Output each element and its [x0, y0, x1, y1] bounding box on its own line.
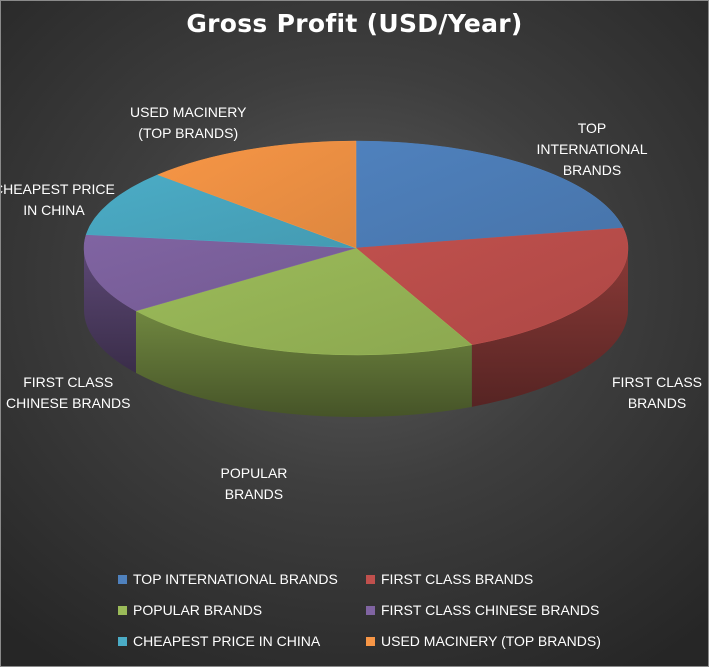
- legend-label-0: TOP INTERNATIONAL BRANDS: [133, 571, 338, 587]
- pie-slice-2: [135, 247, 473, 356]
- legend-swatch-1: [366, 574, 375, 584]
- pie-slice-4: [85, 174, 357, 249]
- pie-side-3: [84, 248, 136, 373]
- chart-title: Gross Profit (USD/Year): [186, 9, 523, 38]
- legend-item-2: POPULAR BRANDS: [118, 602, 262, 618]
- legend-item-4: CHEAPEST PRICE IN CHINA: [118, 633, 320, 649]
- legend-swatch-3: [366, 605, 375, 615]
- slice-label-2: POPULAR BRANDS: [220, 465, 288, 502]
- legend-item-0: TOP INTERNATIONAL BRANDS: [118, 571, 338, 587]
- pie-slice-1: [355, 227, 629, 346]
- legend-item-1: FIRST CLASS BRANDS: [366, 571, 533, 587]
- slice-label-4: CHEAPEST PRICE IN CHINA: [0, 181, 115, 218]
- pie-side-2: [135, 310, 472, 417]
- legend-item-3: FIRST CLASS CHINESE BRANDS: [366, 602, 599, 618]
- legend-label-3: FIRST CLASS CHINESE BRANDS: [381, 602, 600, 618]
- legend-label-4: CHEAPEST PRICE IN CHINA: [133, 633, 321, 649]
- slice-label-5: USED MACINERY (TOP BRANDS): [130, 104, 247, 141]
- slice-label-0: TOP INTERNATIONAL BRANDS: [536, 120, 648, 178]
- legend-label-1: FIRST CLASS BRANDS: [381, 571, 534, 587]
- legend-item-5: USED MACINERY (TOP BRANDS): [366, 633, 601, 649]
- legend-label-2: POPULAR BRANDS: [133, 602, 263, 618]
- slice-label-1: FIRST CLASS BRANDS: [612, 374, 702, 411]
- slice-label-3: FIRST CLASS CHINESE BRANDS: [6, 374, 131, 411]
- legend-swatch-0: [118, 574, 127, 584]
- legend-swatch-2: [118, 605, 127, 615]
- pie-slice-3: [83, 234, 357, 312]
- legend-label-5: USED MACINERY (TOP BRANDS): [381, 633, 601, 649]
- pie-slice-5: [157, 140, 357, 249]
- pie-sides: [84, 248, 628, 417]
- pie-slice-0: [355, 140, 624, 249]
- legend-swatch-4: [118, 636, 127, 646]
- pie-tops: [83, 140, 629, 356]
- legend-swatch-5: [366, 636, 375, 646]
- pie-side-1: [471, 248, 628, 407]
